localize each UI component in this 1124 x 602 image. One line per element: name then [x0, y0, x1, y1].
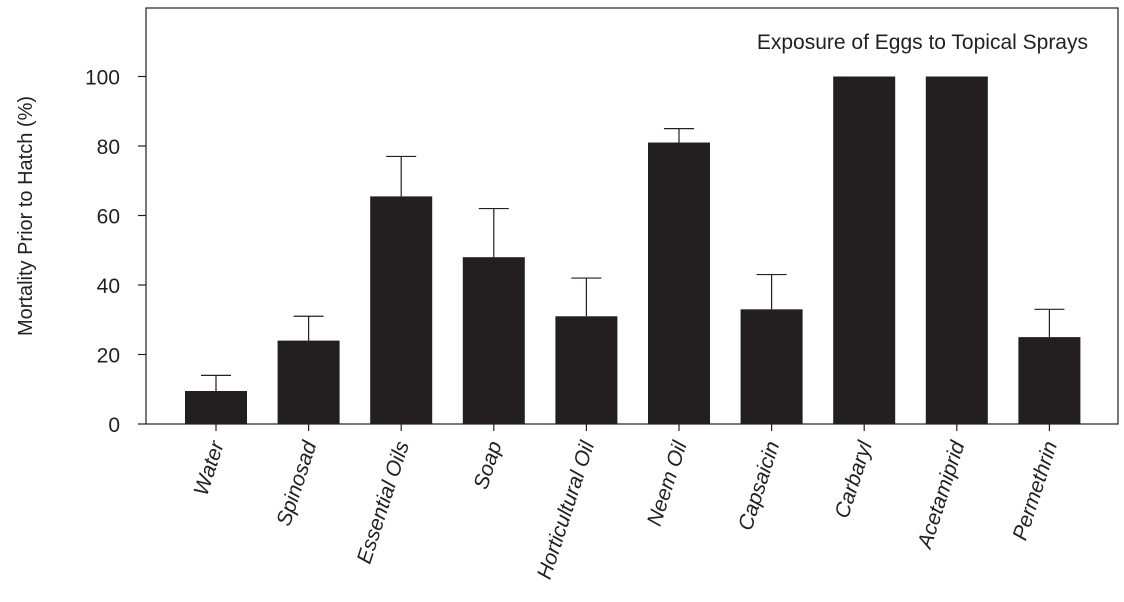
chart-title: Exposure of Eggs to Topical Sprays: [757, 31, 1088, 54]
bars: [185, 76, 1081, 424]
x-tick-label: Carbaryl: [831, 437, 878, 521]
bar: [185, 390, 247, 424]
bar: [370, 196, 433, 424]
x-axis-labels: Water Spinosad Essential Oils Soap Horticult…: [190, 424, 1062, 582]
bar: [833, 76, 896, 424]
y-tick-label: 80: [97, 136, 120, 159]
x-tick-label: Horticultural Oil: [533, 437, 600, 582]
bar: [925, 76, 988, 424]
y-tick-label: 20: [97, 345, 120, 368]
bar: [555, 316, 618, 424]
x-tick-label: Essential Oils: [353, 438, 414, 567]
y-tick-label: 100: [85, 67, 120, 90]
x-tick-label: Water: [190, 437, 229, 498]
bar: [1018, 337, 1081, 424]
bar: [648, 142, 710, 424]
x-tick-label: Capsaicin: [734, 438, 784, 533]
x-tick-label: Neem Oil: [643, 437, 692, 529]
y-axis: 0 20 40 60 80 100: [85, 67, 146, 437]
x-tick-label: Soap: [470, 438, 507, 492]
y-tick-label: 60: [97, 206, 120, 229]
bar: [277, 340, 340, 424]
bar: [462, 257, 525, 424]
x-tick-label: Spinosad: [272, 437, 321, 529]
y-tick-label: 0: [108, 414, 120, 437]
y-axis-title: Mortality Prior to Hatch (%): [15, 96, 37, 336]
bar: [740, 309, 803, 424]
x-tick-label: Permethrin: [1009, 438, 1063, 543]
y-tick-label: 40: [97, 275, 120, 298]
x-tick-label: Acetamiprid: [913, 437, 970, 553]
